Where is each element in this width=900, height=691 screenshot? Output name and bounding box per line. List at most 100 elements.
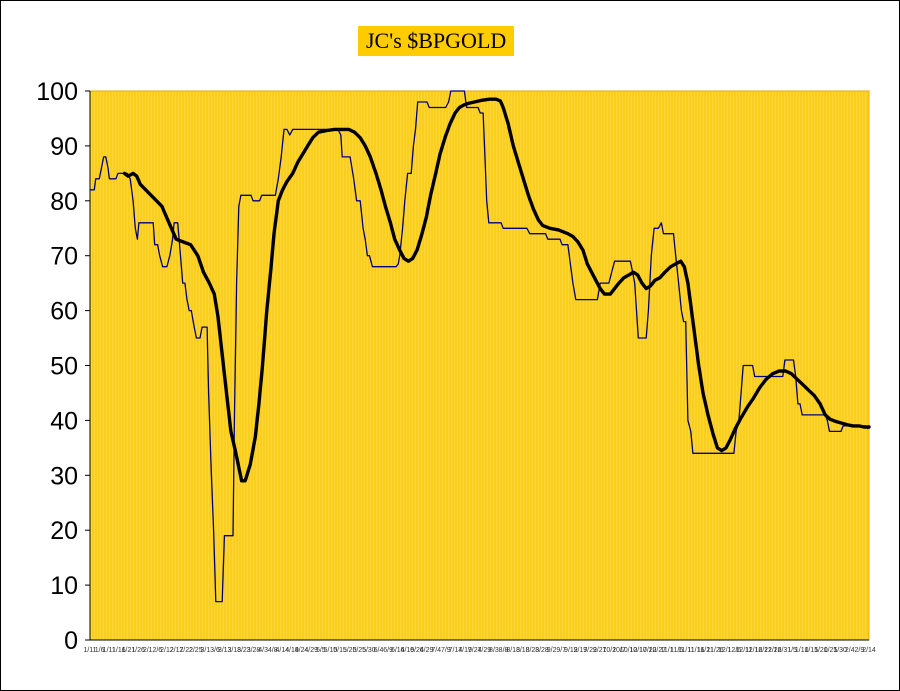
x-tick-label: 10/22 (639, 647, 657, 654)
x-tick-label: 6/29 (420, 647, 434, 654)
x-tick-label: 10/2 (603, 647, 617, 654)
x-tick-label: 2/17 (170, 647, 184, 654)
x-tick-label: 3/1 (201, 647, 211, 654)
y-tick-label: 40 (50, 407, 78, 435)
x-tick-label: 7/4 (431, 647, 441, 654)
x-tick-label: 1/11 (103, 647, 116, 654)
x-tick-label: 2/25 (189, 647, 203, 654)
x-tick-label: 9/27 (593, 647, 607, 654)
x-tick-label: 4/14 (276, 647, 290, 654)
x-tick-label: 6/9 (383, 647, 393, 654)
x-tick-label: 1/20 (814, 647, 828, 654)
x-tick-label: 8/13 (506, 647, 520, 654)
y-tick-label: 30 (50, 462, 78, 490)
grid-lines (92, 91, 868, 640)
x-tick-label: 10/27 (649, 647, 667, 654)
x-tick-label: 3/6 (210, 647, 220, 654)
x-tick-label: 2/4 (845, 647, 855, 654)
x-tick-label: 1/21 (122, 647, 136, 654)
x-tick-label: 12/26 (764, 647, 782, 654)
x-tick-label: 6/14 (391, 647, 405, 654)
y-tick-label: 100 (36, 78, 78, 106)
x-tick-label: 1/10 (795, 647, 809, 654)
series-line-smoothed (122, 97, 871, 483)
y-tick-label: 20 (50, 517, 78, 545)
x-tick-label: 5/20 (343, 647, 357, 654)
x-tick-label: 11/26 (707, 647, 724, 654)
x-tick-label: 8/23 (526, 647, 540, 654)
x-tick-label: 8/18 (516, 647, 530, 654)
x-tick-label: 11/1 (660, 647, 673, 654)
x-tick-label: 4/19 (285, 647, 299, 654)
x-tick-label: 9/12 (564, 647, 578, 654)
x-tick-label: 8/28 (535, 647, 549, 654)
x-axis: 1/111/61/111/161/211/262/1 2/62/122/172/2… (83, 639, 876, 654)
x-tick-label: 5/10 (324, 647, 338, 654)
x-tick-label: 1/30 (833, 647, 847, 654)
x-tick-label: 4/29 (304, 647, 318, 654)
x-tick-label: 9/2 (547, 647, 557, 654)
x-tick-label: 7/24 (468, 647, 482, 654)
y-tick-label: 0 (64, 627, 78, 655)
plot-area (89, 90, 870, 641)
x-tick-label: 4/3 (258, 647, 268, 654)
x-tick-label: 7/29 (477, 647, 491, 654)
x-tick-label: 8/8 (499, 647, 509, 654)
x-tick-label: 2/1 (143, 647, 153, 654)
x-tick-label: 11/11 (678, 647, 695, 654)
series-line-daily (89, 90, 870, 603)
x-tick-label: 1/5 (787, 647, 797, 654)
x-tick-label: 12/6 (728, 647, 742, 654)
x-tick-label: 7/9 (441, 647, 451, 654)
x-tick-label: 9/22 (583, 647, 597, 654)
x-tick-label: 1/15 (804, 647, 818, 654)
x-tick-label: 6/24 (410, 647, 424, 654)
y-tick-label: 80 (50, 188, 78, 216)
x-tick-label: 5/30 (362, 647, 376, 654)
x-tick-label: 1/25 (824, 647, 838, 654)
x-tick-label: 1/11 (83, 647, 96, 654)
x-tick-label: 4/24 (295, 647, 309, 654)
x-tick-label: 1/16 (112, 647, 126, 654)
y-tick-label: 10 (50, 572, 78, 600)
x-tick-label: 11/21 (697, 647, 714, 654)
x-tick-label: 12/11 (735, 647, 752, 654)
x-tick-label: 10/17 (629, 647, 647, 654)
x-tick-label: 9/7 (556, 647, 566, 654)
x-tick-label: 12/1 (718, 647, 732, 654)
x-tick-label: 12/21 (754, 647, 772, 654)
chart-title: JC's $BPGOLD (358, 26, 515, 56)
x-tick-label: 4/8 (268, 647, 278, 654)
x-tick-label: 3/18 (227, 647, 241, 654)
x-tick-label: 8/3 (489, 647, 499, 654)
x-tick-label: 3/28 (247, 647, 261, 654)
x-tick-label: 6/19 (401, 647, 415, 654)
x-tick-label: 11/16 (687, 647, 704, 654)
x-tick-label: 5/5 (316, 647, 326, 654)
x-tick-label: 6/4 (374, 647, 384, 654)
x-tick-label: 2/12 (160, 647, 174, 654)
x-tick-label: 2/22 (179, 647, 193, 654)
x-tick-label: 10/7 (612, 647, 626, 654)
y-tick-label: 50 (50, 353, 78, 381)
x-tick-label: 2/9 (855, 647, 865, 654)
x-tick-label: 12/16 (745, 647, 763, 654)
x-tick-label: 9/17 (574, 647, 588, 654)
x-tick-label: 3/23 (237, 647, 251, 654)
x-tick-label: 7/19 (458, 647, 472, 654)
x-tick-label: 5/25 (352, 647, 366, 654)
x-tick-label: 5/15 (333, 647, 347, 654)
x-tick-label: 1/6 (95, 647, 105, 654)
x-tick-label: 12/31 (774, 647, 792, 654)
x-tick-label: 1/26 (131, 647, 145, 654)
x-tick-label: 2/14 (862, 647, 876, 654)
x-tick-label: 10/12 (620, 647, 638, 654)
y-tick-label: 70 (50, 243, 78, 271)
x-tick-label: 11/6 (670, 647, 683, 654)
y-axis: 0 10 20 30 40 50 60 70 80 90 100 (36, 78, 91, 655)
series-lines (89, 90, 871, 603)
x-tick-label: 2/6 (152, 647, 162, 654)
y-tick-label: 90 (50, 133, 78, 161)
y-tick-label: 60 (50, 298, 78, 326)
